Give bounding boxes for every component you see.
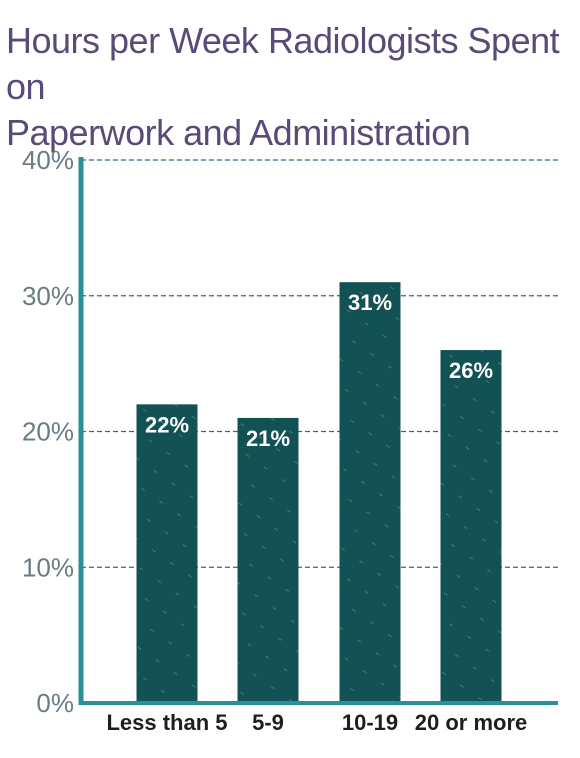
y-tick-label: 30% — [22, 281, 74, 311]
data-label: 21% — [246, 426, 290, 451]
bar — [440, 350, 502, 703]
data-label: 22% — [145, 412, 189, 437]
x-tick-label: 20 or more — [415, 710, 528, 735]
y-tick-label: 0% — [36, 688, 74, 718]
x-tick-label: Less than 5 — [106, 710, 227, 735]
chart-title-line-1: Hours per Week Radiologists Spent on — [6, 20, 560, 107]
data-labels: 22% 21% 31% 26% — [145, 290, 493, 451]
y-tick-label: 10% — [22, 552, 74, 582]
x-tick-label: 10-19 — [342, 710, 398, 735]
bar — [237, 417, 299, 703]
data-label: 26% — [449, 358, 493, 383]
y-tick-label: 20% — [22, 417, 74, 447]
chart-title-line-2: Paperwork and Administration — [6, 112, 471, 153]
y-tick-label: 40% — [22, 145, 74, 175]
bars — [136, 282, 502, 703]
x-tick-label: 5-9 — [252, 710, 284, 735]
axes: 0% 10% 20% 30% 40% Less than 5 5-9 10-19 20 or m… — [22, 145, 558, 735]
bar — [136, 404, 198, 703]
bar — [339, 282, 401, 703]
chart-title: Hours per Week Radiologists Spent on Pap… — [6, 18, 566, 156]
data-label: 31% — [348, 290, 392, 315]
